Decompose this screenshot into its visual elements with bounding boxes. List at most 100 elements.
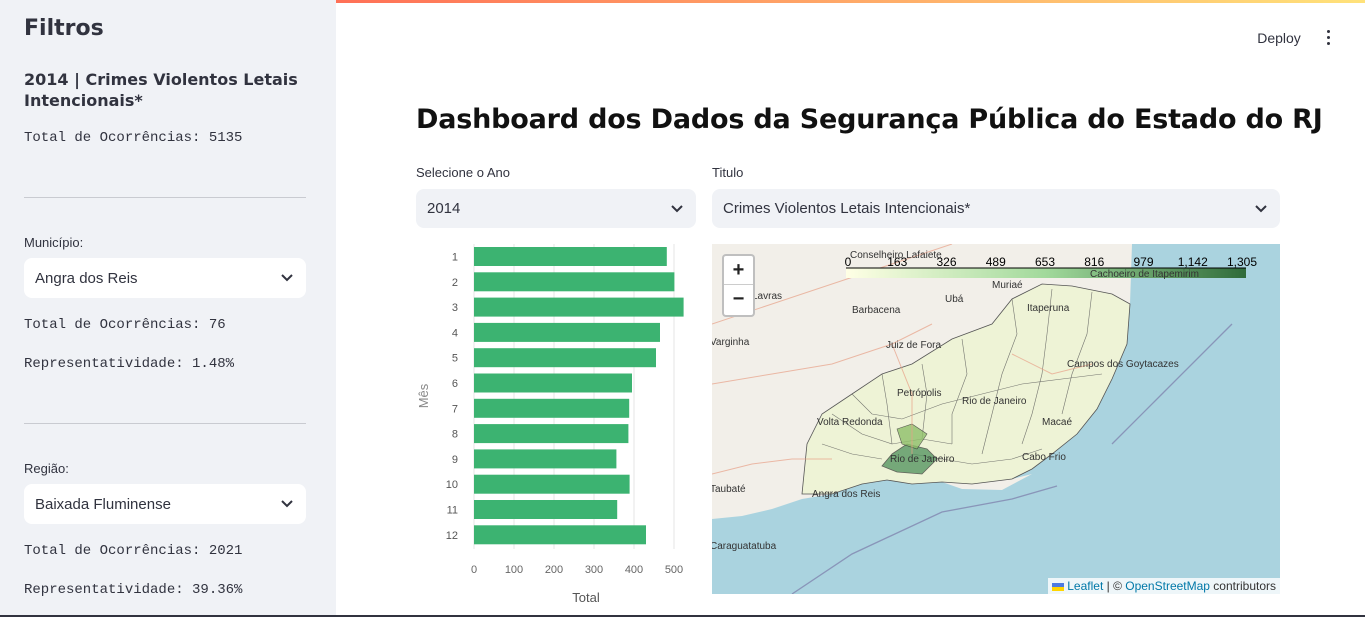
legend-tick-label: 1,142 bbox=[1178, 255, 1208, 269]
legend-tick-label: 163 bbox=[887, 255, 907, 269]
legend-tick-label: 0 bbox=[845, 255, 852, 269]
regiao-select-value: Baixada Fluminense bbox=[35, 495, 171, 513]
chevron-down-icon bbox=[670, 202, 684, 216]
zoom-out-button[interactable]: − bbox=[732, 288, 745, 310]
legend-tick-label: 653 bbox=[1035, 255, 1055, 269]
map-place-label: Itaperuna bbox=[1027, 303, 1070, 314]
x-tick-label: 0 bbox=[471, 564, 477, 576]
bar-month-7[interactable] bbox=[474, 398, 630, 418]
ukraine-flag-icon bbox=[1052, 582, 1065, 591]
zoom-in-button[interactable]: + bbox=[724, 256, 753, 285]
map-place-label: Caraguatatuba bbox=[712, 541, 777, 552]
y-tick-label: 9 bbox=[452, 454, 458, 466]
legend-tick-label: 816 bbox=[1084, 255, 1104, 269]
y-tick-label: 10 bbox=[446, 479, 458, 491]
regiao-representatividade: Representatividade: 39.36% bbox=[24, 582, 243, 598]
municipio-select[interactable]: Angra dos Reis bbox=[24, 258, 306, 298]
zoom-control: + − bbox=[722, 254, 755, 317]
y-tick-label: 11 bbox=[447, 505, 458, 517]
x-tick-label: 200 bbox=[545, 564, 563, 576]
year-select-label: Selecione o Ano bbox=[416, 165, 510, 180]
legend-colorbar bbox=[846, 268, 1246, 278]
title-select-value: Crimes Violentos Letais Intencionais* bbox=[723, 200, 971, 217]
x-tick-label: 100 bbox=[505, 564, 523, 576]
map-place-label: Barbacena bbox=[852, 305, 901, 316]
y-tick-label: 7 bbox=[452, 403, 458, 415]
municipio-representatividade: Representatividade: 1.48% bbox=[24, 356, 235, 372]
leaflet-link[interactable]: Leaflet bbox=[1067, 579, 1104, 593]
sidebar-subtitle: 2014 | Crimes Violentos Letais Intencion… bbox=[24, 70, 298, 110]
map-place-label: Rio de Janeiro bbox=[962, 396, 1027, 407]
y-tick-label: 4 bbox=[452, 327, 458, 339]
bottom-border bbox=[0, 615, 1365, 617]
municipio-label: Município: bbox=[24, 235, 84, 250]
title-select-label: Titulo bbox=[712, 165, 744, 180]
more-options-icon[interactable] bbox=[1318, 27, 1338, 47]
chevron-down-icon bbox=[280, 271, 294, 285]
chevron-down-icon bbox=[1254, 202, 1268, 216]
bar-month-1[interactable] bbox=[474, 247, 667, 266]
map-place-label: Varginha bbox=[712, 337, 750, 348]
regiao-label: Região: bbox=[24, 461, 69, 476]
legend-tick-label: 979 bbox=[1133, 255, 1153, 269]
map-tiles: 0 163 326 489 653 816 979 1,142 1,305 Conselheir… bbox=[712, 244, 1280, 594]
bar-month-10[interactable] bbox=[474, 474, 630, 494]
map-place-label: Conselheiro Lafaiete bbox=[850, 250, 942, 261]
x-tick-label: 400 bbox=[625, 564, 643, 576]
bar-month-9[interactable] bbox=[474, 449, 617, 469]
title-select[interactable]: Crimes Violentos Letais Intencionais* bbox=[712, 189, 1280, 228]
y-tick-label: 12 bbox=[446, 530, 458, 542]
bar-month-3[interactable] bbox=[474, 297, 684, 317]
divider bbox=[24, 423, 306, 424]
y-tick-label: 2 bbox=[452, 277, 458, 289]
sidebar: Filtros 2014 | Crimes Violentos Letais I… bbox=[0, 0, 336, 617]
municipio-select-value: Angra dos Reis bbox=[35, 269, 138, 287]
map-place-label: Cabo Frio bbox=[1022, 452, 1066, 463]
y-tick-label: 8 bbox=[452, 429, 458, 441]
bar-month-4[interactable] bbox=[474, 322, 660, 342]
map-place-label: Petrópolis bbox=[897, 388, 941, 399]
map-place-label: Ubá bbox=[945, 294, 964, 305]
regiao-total: Total de Ocorrências: 2021 bbox=[24, 543, 243, 559]
year-select-value: 2014 bbox=[427, 200, 461, 217]
map-attribution: Leaflet | © OpenStreetMap contributors bbox=[1048, 578, 1280, 594]
year-select[interactable]: 2014 bbox=[416, 189, 696, 228]
legend-tick-label: 489 bbox=[986, 255, 1006, 269]
municipio-total: Total de Ocorrências: 76 bbox=[24, 317, 226, 333]
bar-month-11[interactable] bbox=[474, 500, 618, 519]
y-axis-title: Mês bbox=[416, 383, 431, 408]
map-place-label: Rio de Janeiro bbox=[890, 454, 955, 465]
map-place-label: Taubaté bbox=[712, 484, 746, 495]
map-place-label: Angra dos Reis bbox=[812, 489, 880, 500]
bar-month-6[interactable] bbox=[474, 373, 632, 393]
page-title: Dashboard dos Dados da Segurança Pública… bbox=[416, 104, 1323, 135]
bar-month-12[interactable] bbox=[474, 525, 646, 545]
y-tick-label: 5 bbox=[452, 353, 458, 365]
deploy-button[interactable]: Deploy bbox=[1257, 30, 1301, 46]
bar-month-5[interactable] bbox=[474, 348, 656, 368]
monthly-bar-chart: 1 2 3 4 5 6 7 8 9 10 11 12 0 100 200 300 400 500 Total M… bbox=[416, 244, 696, 609]
map-place-label: Cachoeiro de Itapemirim bbox=[1090, 269, 1199, 280]
map-place-label: Juiz de Fora bbox=[886, 340, 941, 351]
map-place-label: Macaé bbox=[1042, 417, 1072, 428]
y-tick-label: 3 bbox=[452, 302, 458, 314]
bar-month-2[interactable] bbox=[474, 272, 675, 292]
chevron-down-icon bbox=[280, 497, 294, 511]
x-tick-label: 300 bbox=[585, 564, 603, 576]
map-place-label: Muriaé bbox=[992, 280, 1023, 291]
legend-tick-label: 1,305 bbox=[1227, 255, 1257, 269]
osm-link[interactable]: OpenStreetMap bbox=[1125, 579, 1210, 593]
x-tick-label: 500 bbox=[665, 564, 683, 576]
divider bbox=[24, 197, 306, 198]
bar-month-8[interactable] bbox=[474, 424, 629, 444]
total-occurrences: Total de Ocorrências: 5135 bbox=[24, 130, 243, 146]
map-place-label: Campos dos Goytacazes bbox=[1067, 359, 1179, 370]
sidebar-title: Filtros bbox=[24, 16, 104, 41]
map-place-label: Lavras bbox=[752, 291, 782, 302]
y-tick-label: 6 bbox=[452, 378, 458, 390]
regiao-select[interactable]: Baixada Fluminense bbox=[24, 484, 306, 524]
choropleth-map[interactable]: 0 163 326 489 653 816 979 1,142 1,305 Conselheir… bbox=[712, 244, 1280, 594]
x-axis-title: Total bbox=[572, 590, 600, 605]
top-accent-bar bbox=[0, 0, 1365, 3]
